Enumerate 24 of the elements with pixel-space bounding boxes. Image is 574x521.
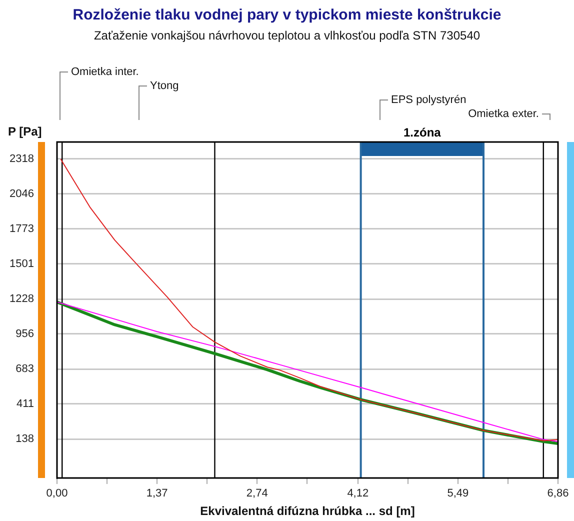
y-tick-label: 1501 (10, 258, 34, 270)
y-tick-label: 411 (16, 398, 34, 410)
chart-subtitle: Zaťaženie vonkajšou návrhovou teplotou a vlhkosťou podľa STN 730540 (94, 28, 480, 42)
y-tick-label: 956 (16, 328, 34, 340)
y-tick-label: 2318 (10, 152, 34, 165)
y-tick-label: 138 (16, 433, 34, 446)
y-tick-label: 1228 (10, 293, 34, 306)
x-tick-label: 2,74 (246, 488, 268, 500)
x-axis-title: Ekvivalentná difúzna hrúbka ... sd [m] (200, 504, 415, 518)
x-tick-label: 5,49 (447, 488, 469, 500)
x-tick-label: 0,00 (46, 488, 68, 500)
text: Omietka exter. (468, 108, 539, 120)
x-tick-label: 1,37 (146, 488, 168, 500)
y-tick-label: 1773 (10, 223, 34, 236)
y-axis-title: P [Pa] (8, 124, 42, 138)
y-tick-label: 683 (16, 363, 34, 376)
y-tick-label: 2046 (10, 188, 34, 200)
band-label: 1.zóna (403, 125, 442, 140)
x-tick-label: 4,12 (347, 488, 369, 500)
text: EPS polystyrén (391, 94, 466, 106)
x-tick-label: 6,86 (547, 488, 569, 500)
text: Ytong (150, 80, 179, 92)
text: Omietka inter. (71, 66, 139, 78)
chart-title: Rozloženie tlaku vodnej pary v typickom mieste konštrukcie (72, 6, 502, 24)
